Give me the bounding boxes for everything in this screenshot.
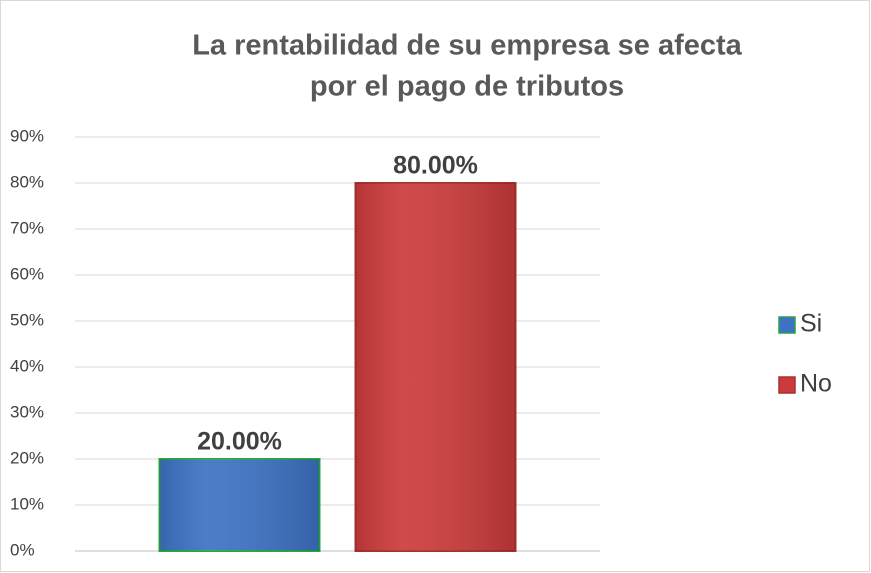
data-label: 80.00%: [393, 152, 478, 180]
y-tick-label: 30%: [10, 402, 44, 421]
y-tick-label: 50%: [10, 310, 44, 329]
y-tick-label: 20%: [10, 448, 44, 467]
bar-shade: [159, 459, 320, 551]
y-tick-label: 60%: [10, 264, 44, 283]
legend-label: No: [800, 370, 832, 398]
y-tick-label: 80%: [10, 172, 44, 191]
chart-title: La rentabilidad de su empresa se afecta: [192, 30, 742, 62]
y-tick-label: 0%: [10, 540, 35, 559]
chart-title: por el pago de tributos: [310, 71, 624, 103]
y-tick-label: 90%: [10, 126, 44, 145]
y-tick-label: 10%: [10, 494, 44, 513]
bar-shade: [355, 183, 516, 551]
y-tick-label: 40%: [10, 356, 44, 375]
data-label: 20.00%: [197, 428, 282, 456]
y-tick-label: 70%: [10, 218, 44, 237]
legend-label: Si: [800, 310, 822, 338]
legend-swatch: [778, 316, 796, 334]
legend-swatch: [778, 376, 796, 394]
